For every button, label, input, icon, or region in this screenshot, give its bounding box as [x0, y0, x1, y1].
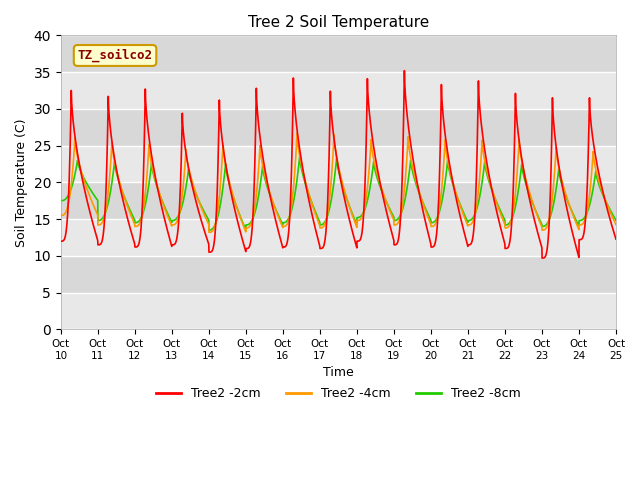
Bar — [61, 72, 616, 109]
Bar — [61, 293, 616, 329]
Tree2 -2cm — [401, 68, 408, 73]
Tree2 -2cm — [120, 203, 128, 208]
Tree2 -2cm — [270, 209, 278, 215]
Tree2 -8cm — [205, 227, 213, 233]
Tree2 -4cm — [120, 194, 128, 200]
Tree2 -2cm — [612, 236, 620, 242]
Tree2 -4cm — [154, 183, 161, 189]
Tree2 -4cm — [293, 130, 301, 136]
Bar — [61, 36, 616, 72]
X-axis label: Time: Time — [323, 366, 354, 379]
Line: Tree2 -4cm: Tree2 -4cm — [61, 133, 616, 232]
Bar — [61, 256, 616, 293]
Line: Tree2 -2cm: Tree2 -2cm — [61, 71, 616, 258]
Line: Tree2 -8cm: Tree2 -8cm — [61, 156, 616, 230]
Title: Tree 2 Soil Temperature: Tree 2 Soil Temperature — [248, 15, 429, 30]
Bar — [61, 145, 616, 182]
Tree2 -8cm — [612, 217, 620, 223]
Tree2 -8cm — [154, 184, 161, 190]
Tree2 -2cm — [294, 133, 301, 139]
Tree2 -8cm — [57, 198, 65, 204]
Tree2 -4cm — [270, 202, 278, 208]
Tree2 -8cm — [542, 222, 550, 228]
Tree2 -2cm — [542, 253, 550, 259]
Text: TZ_soilco2: TZ_soilco2 — [77, 49, 152, 62]
Tree2 -8cm — [120, 194, 128, 200]
Bar — [61, 109, 616, 145]
Tree2 -8cm — [602, 198, 609, 204]
Tree2 -4cm — [612, 222, 620, 228]
Tree2 -4cm — [205, 229, 213, 235]
Bar — [61, 182, 616, 219]
Tree2 -4cm — [602, 197, 609, 203]
Tree2 -4cm — [542, 226, 550, 232]
Legend: Tree2 -2cm, Tree2 -4cm, Tree2 -8cm: Tree2 -2cm, Tree2 -4cm, Tree2 -8cm — [152, 383, 525, 406]
Y-axis label: Soil Temperature (C): Soil Temperature (C) — [15, 118, 28, 247]
Tree2 -2cm — [602, 199, 609, 205]
Tree2 -8cm — [270, 202, 278, 208]
Tree2 -4cm — [57, 213, 65, 218]
Tree2 -2cm — [57, 238, 65, 244]
Tree2 -4cm — [294, 143, 302, 149]
Bar — [61, 219, 616, 256]
Tree2 -8cm — [294, 169, 302, 175]
Tree2 -2cm — [538, 255, 546, 261]
Tree2 -8cm — [296, 154, 303, 159]
Tree2 -2cm — [154, 183, 161, 189]
